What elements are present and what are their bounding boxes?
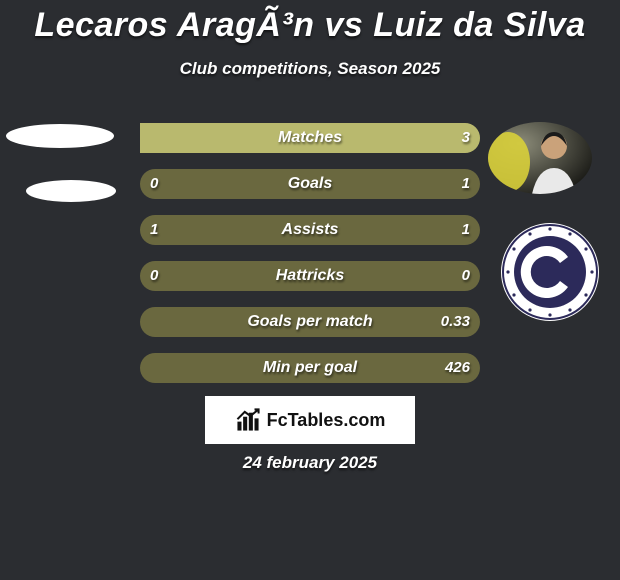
stat-bar-bg (140, 353, 480, 383)
stat-row: 3Matches (140, 123, 480, 153)
subtitle: Club competitions, Season 2025 (0, 59, 620, 79)
stat-bar-right (140, 123, 480, 153)
stat-row: 00Hattricks (140, 261, 480, 291)
club-badge (500, 222, 600, 322)
stat-row: 426Min per goal (140, 353, 480, 383)
player-left-placeholder-1 (6, 124, 114, 148)
brand-icon (235, 407, 261, 433)
stat-bar-bg (140, 307, 480, 337)
stat-bar-bg (140, 169, 480, 199)
player-left-placeholder-2 (26, 180, 116, 202)
brand-text: FcTables.com (267, 410, 386, 431)
stat-row: 01Goals (140, 169, 480, 199)
stat-row: 0.33Goals per match (140, 307, 480, 337)
stat-row: 11Assists (140, 215, 480, 245)
player-right-photo (488, 122, 592, 194)
brand-box: FcTables.com (205, 396, 415, 444)
title: Lecaros AragÃ³n vs Luiz da Silva (0, 0, 620, 45)
stats-container: 3Matches 01Goals 11Assists 00Hattricks 0.33G… (140, 123, 480, 399)
stat-bar-bg (140, 261, 480, 291)
date-text: 24 february 2025 (0, 453, 620, 473)
stat-bar-bg (140, 215, 480, 245)
